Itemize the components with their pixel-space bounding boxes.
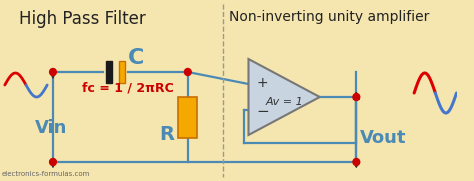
Polygon shape — [248, 59, 320, 135]
Text: High Pass Filter: High Pass Filter — [19, 10, 146, 28]
Circle shape — [50, 68, 56, 75]
Text: R: R — [159, 125, 174, 144]
Text: Vout: Vout — [360, 129, 407, 147]
Text: Av = 1: Av = 1 — [266, 97, 303, 107]
Circle shape — [353, 94, 360, 100]
Circle shape — [353, 159, 360, 165]
Text: electronics-formulas.com: electronics-formulas.com — [2, 171, 91, 177]
Text: Non-inverting unity amplifier: Non-inverting unity amplifier — [229, 10, 429, 24]
Text: +: + — [256, 76, 268, 90]
Bar — [119, 61, 125, 83]
Bar — [178, 97, 198, 138]
Text: Vin: Vin — [35, 119, 67, 137]
Text: −: − — [256, 104, 269, 119]
Text: fc = 1 / 2πRC: fc = 1 / 2πRC — [82, 81, 173, 94]
Text: C: C — [128, 48, 145, 68]
Circle shape — [184, 68, 191, 75]
Circle shape — [50, 159, 56, 165]
Bar — [106, 61, 112, 83]
